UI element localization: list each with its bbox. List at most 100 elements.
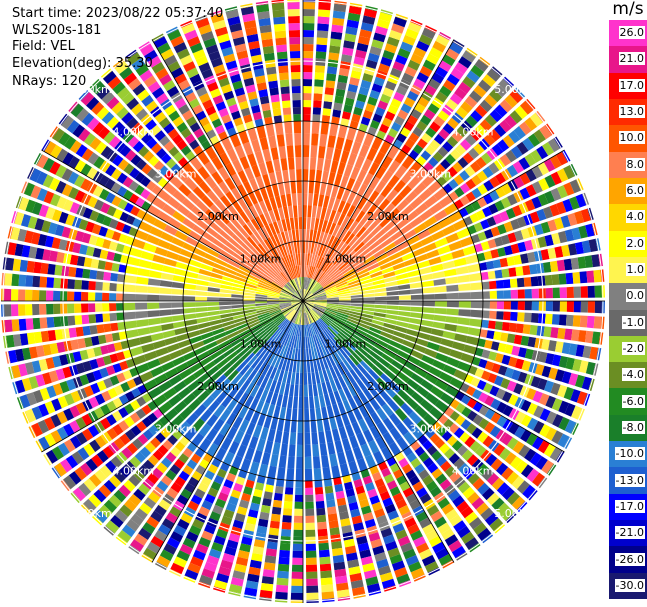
velocity-gate (525, 199, 536, 212)
velocity-gate (445, 98, 459, 111)
velocity-gate (193, 128, 205, 139)
velocity-gate (373, 151, 386, 165)
velocity-gate (403, 431, 417, 446)
velocity-gate (271, 312, 283, 319)
velocity-gate (195, 290, 208, 296)
velocity-gate (252, 61, 264, 71)
velocity-gate (333, 102, 343, 111)
velocity-gate (253, 489, 263, 498)
velocity-gate (283, 308, 294, 317)
velocity-gate (60, 278, 68, 289)
velocity-gate (272, 280, 284, 288)
velocity-gate (348, 220, 359, 233)
velocity-gate (471, 174, 482, 186)
velocity-gate (135, 108, 148, 121)
velocity-gate (265, 269, 276, 279)
velocity-gate (243, 309, 256, 314)
colorbar-tick-label: -13.0 (614, 473, 645, 487)
velocity-gate (484, 94, 498, 108)
velocity-gate (350, 303, 363, 307)
velocity-gate (288, 267, 295, 280)
velocity-gate (294, 501, 303, 509)
velocity-gate (323, 330, 332, 341)
velocity-gate (303, 51, 314, 59)
velocity-gate (593, 316, 602, 329)
velocity-gate (197, 151, 210, 166)
velocity-gate (279, 295, 292, 299)
velocity-gate (286, 309, 295, 319)
velocity-gate (513, 176, 525, 189)
velocity-gate (226, 472, 236, 483)
azimuth-spoke (302, 149, 565, 302)
velocity-gate (531, 165, 543, 179)
velocity-gate (407, 269, 421, 278)
velocity-gate (234, 563, 247, 573)
velocity-gate (421, 354, 435, 365)
velocity-gate (312, 335, 318, 348)
velocity-gate (313, 347, 319, 360)
velocity-gate (373, 283, 386, 289)
velocity-gate (88, 494, 102, 508)
velocity-gate (171, 308, 184, 315)
velocity-gate (343, 104, 353, 113)
velocity-gate (316, 320, 325, 331)
velocity-gate (494, 236, 504, 247)
velocity-gate (136, 421, 147, 432)
velocity-gate (287, 2, 300, 10)
velocity-gate (87, 117, 100, 131)
velocity-gate (78, 128, 91, 142)
velocity-gate (284, 334, 291, 346)
velocity-gate (279, 79, 290, 88)
velocity-gate (185, 92, 197, 103)
velocity-gate (397, 109, 409, 120)
velocity-gate (361, 282, 374, 288)
velocity-gate (200, 331, 214, 340)
velocity-gate (210, 13, 225, 24)
velocity-gate (439, 443, 451, 454)
velocity-gate (430, 386, 444, 399)
velocity-gate (352, 446, 364, 461)
velocity-gate (511, 369, 521, 381)
velocity-gate (54, 462, 67, 477)
velocity-gate (496, 502, 510, 516)
velocity-gate (226, 539, 239, 550)
velocity-gate (379, 572, 394, 583)
velocity-gate (55, 368, 66, 381)
velocity-gate (255, 482, 265, 491)
velocity-gate (531, 288, 539, 299)
velocity-gate (537, 236, 547, 248)
velocity-gate (314, 302, 327, 305)
velocity-gate (373, 194, 385, 207)
velocity-gate (255, 305, 268, 309)
velocity-gate (322, 108, 332, 116)
velocity-gate (300, 277, 303, 290)
velocity-gate (130, 513, 144, 526)
velocity-gate (308, 181, 315, 194)
velocity-gate (551, 398, 563, 412)
velocity-gate (542, 206, 554, 219)
velocity-gate (221, 395, 233, 408)
velocity-gate (310, 145, 318, 158)
velocity-gate (259, 316, 271, 323)
velocity-gate (318, 194, 325, 207)
velocity-gate (195, 543, 209, 554)
velocity-gate (170, 35, 185, 48)
velocity-gate (124, 274, 137, 284)
velocity-gate (379, 491, 391, 501)
range-label: 1.00km (325, 337, 367, 350)
velocity-gate (280, 231, 287, 244)
velocity-gate (242, 529, 254, 539)
velocity-gate (448, 489, 461, 502)
range-label: 3.00km (410, 168, 452, 181)
velocity-gate (177, 339, 191, 349)
velocity-gate (261, 102, 271, 112)
velocity-gate (400, 402, 414, 416)
velocity-gate (51, 446, 64, 460)
velocity-gate (505, 207, 516, 220)
velocity-gate (120, 381, 131, 393)
velocity-gate (304, 468, 313, 481)
velocity-gate (267, 325, 278, 335)
velocity-gate (521, 464, 534, 478)
velocity-gate (437, 110, 450, 122)
velocity-gate (90, 382, 101, 395)
